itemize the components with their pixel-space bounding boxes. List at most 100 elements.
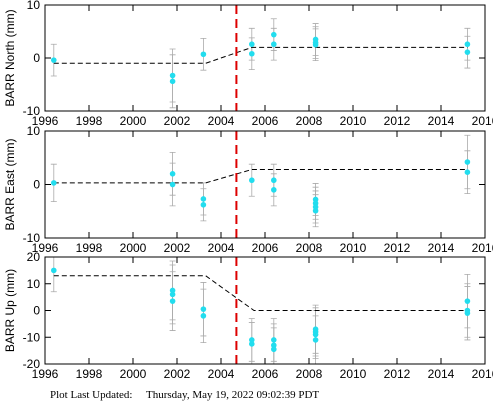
y-tick-label: 0 (33, 304, 40, 318)
x-tick-label: 2006 (252, 114, 279, 128)
x-tick-label: 2000 (120, 367, 147, 381)
data-point (271, 187, 277, 193)
data-point (464, 49, 471, 55)
plot-area (50, 18, 471, 109)
x-tick-label: 2008 (296, 241, 323, 255)
x-tick-label: 1996 (32, 241, 59, 255)
data-point (169, 291, 176, 298)
y-tick-label: 20 (27, 250, 41, 264)
x-tick-label: 1998 (76, 114, 103, 128)
x-tick-label: 2014 (428, 367, 455, 381)
y-tick-label: -20 (23, 357, 41, 371)
data-point (200, 202, 207, 208)
data-point (271, 342, 277, 349)
plot-area (50, 134, 471, 228)
x-tick-label: 1996 (32, 114, 59, 128)
data-point (312, 207, 319, 214)
data-point (271, 337, 277, 343)
data-point (200, 313, 207, 319)
x-tick-label: 2016 (472, 241, 493, 255)
data-point (51, 267, 57, 274)
y-tick-label: 10 (27, 277, 41, 291)
y-tick-label: -10 (23, 330, 41, 344)
y-tick-label: 10 (27, 124, 41, 138)
frame (44, 256, 486, 365)
x-tick-label: 2002 (164, 114, 191, 128)
y-axis-label: BARR Up (mm) (3, 269, 17, 352)
data-point (271, 177, 277, 184)
y-axis-label: BARR East (mm) (3, 138, 17, 230)
data-point (200, 51, 207, 58)
x-tick-label: 2004 (208, 114, 235, 128)
data-point (249, 50, 255, 57)
x-tick-label: 2002 (164, 241, 191, 255)
y-tick-label: 0 (33, 178, 40, 192)
x-tick-label: 2014 (428, 241, 455, 255)
x-tick-label: 1998 (76, 367, 103, 381)
data-point (271, 346, 277, 353)
panel: BARR East (mm) -10 0 10 1996 1998 2000 2002 2004… (3, 124, 493, 255)
data-point (51, 180, 57, 186)
y-tick-label: 10 (27, 0, 41, 12)
data-point (200, 306, 207, 312)
y-tick-label: -10 (23, 231, 41, 245)
data-point (464, 41, 471, 48)
data-point (200, 196, 207, 202)
data-point (312, 337, 319, 343)
y-axis-label: BARR North (mm) (3, 9, 17, 106)
x-tick-label: 2008 (296, 114, 323, 128)
x-tick-label: 2000 (120, 241, 147, 255)
data-point (169, 171, 176, 177)
data-point (249, 177, 255, 184)
x-tick-label: 2012 (384, 241, 411, 255)
footer-label: Plot Last Updated: (50, 389, 133, 401)
footer-date: Thursday, May 19, 2022 09:02:39 PDT (146, 389, 319, 401)
x-tick-label: 1996 (32, 367, 59, 381)
data-point (271, 31, 277, 38)
data-point (464, 298, 471, 304)
x-tick-label: 2010 (340, 114, 367, 128)
x-tick-label: 1998 (76, 241, 103, 255)
model-line (53, 46, 468, 64)
data-point (464, 310, 471, 316)
data-point (169, 72, 176, 79)
x-tick-label: 2012 (384, 367, 411, 381)
data-point (271, 41, 277, 48)
x-tick-label: 2010 (340, 241, 367, 255)
data-point (169, 287, 176, 294)
model-line (53, 169, 468, 184)
x-tick-label: 2016 (472, 367, 493, 381)
panel: BARR Up (mm) -20 -10 0 10 20 1996 1998 2000 2002 2… (3, 250, 493, 381)
data-point (51, 57, 57, 63)
x-tick-label: 2002 (164, 367, 191, 381)
frame (44, 130, 486, 239)
data-point (169, 298, 176, 304)
data-point (169, 78, 176, 85)
y-tick-label: 0 (33, 51, 40, 65)
data-point (312, 331, 319, 338)
plot-area (50, 257, 471, 364)
x-tick-label: 2006 (252, 241, 279, 255)
x-tick-label: 2008 (296, 367, 323, 381)
y-tick-label: -10 (23, 104, 41, 118)
data-point (464, 159, 471, 165)
x-tick-label: 2000 (120, 114, 147, 128)
data-point (249, 337, 255, 343)
data-point (169, 181, 176, 188)
x-tick-label: 2004 (208, 241, 235, 255)
data-point (249, 41, 255, 48)
x-tick-label: 2016 (472, 114, 493, 128)
x-tick-label: 2014 (428, 114, 455, 128)
x-tick-label: 2006 (252, 367, 279, 381)
x-tick-label: 2010 (340, 367, 367, 381)
panel: BARR North (mm) -10 0 10 1996 1998 2000 2002 200… (3, 0, 493, 128)
model-line (53, 275, 468, 311)
data-point (249, 341, 255, 347)
data-point (464, 169, 471, 175)
x-tick-label: 2004 (208, 367, 235, 381)
x-tick-label: 2012 (384, 114, 411, 128)
frame (44, 4, 486, 112)
data-point (312, 41, 319, 48)
